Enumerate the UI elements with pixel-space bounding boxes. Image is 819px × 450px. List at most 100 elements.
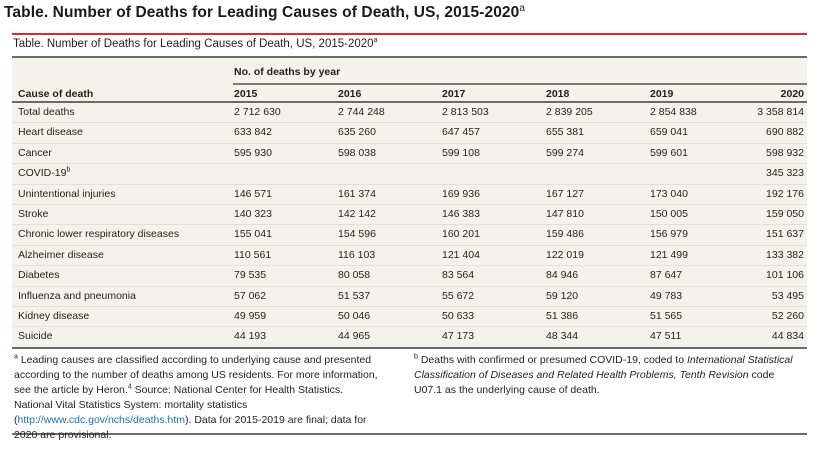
deaths-table: No. of deaths by year Cause of death 201…	[12, 56, 807, 441]
footnote-b-classification: International Statistical Classification…	[414, 353, 793, 381]
cause-label: Unintentional injuries	[18, 187, 116, 200]
cause-cell: Stroke	[18, 208, 48, 220]
deaths-cell-2019: 659 041	[650, 126, 688, 139]
table-row: Kidney disease 49 959 50 046 50 633 51 386 51…	[12, 306, 807, 328]
deaths-cell-2020: 345 323	[766, 167, 804, 180]
column-spanner: No. of deaths by year	[234, 66, 341, 78]
deaths-cell-2020: 52 260	[771, 309, 804, 322]
column-header-2019: 2019	[650, 88, 674, 100]
footnote-a: a Leading causes are classified accordin…	[14, 353, 384, 443]
footnote-b: b Deaths with confirmed or presumed COVI…	[414, 353, 804, 398]
footnote-a-reference: 4	[127, 383, 132, 391]
deaths-cell-2017: 169 936	[442, 187, 480, 200]
table-caption: Table. Number of Deaths for Leading Caus…	[13, 37, 377, 50]
deaths-cell-2018: 159 486	[546, 228, 584, 241]
deaths-cell-2016: 44 965	[338, 330, 371, 343]
deaths-cell-2017: 647 457	[442, 126, 480, 139]
cause-label: Stroke	[18, 207, 49, 220]
deaths-cell-2017: 50 633	[442, 309, 475, 322]
deaths-cell-2015: 155 041	[234, 228, 272, 241]
deaths-cell-2016: 142 142	[338, 207, 376, 220]
table-row: Alzheimer disease 110 561 116 103 121 404 12…	[12, 245, 807, 267]
column-header-2015: 2015	[234, 88, 258, 100]
column-header-2016: 2016	[338, 88, 362, 100]
cause-cell: Heart disease	[18, 126, 83, 138]
cause-label: Chronic lower respiratory diseases	[18, 228, 180, 241]
deaths-cell-2020: 192 176	[766, 187, 804, 200]
deaths-cell-2019: 599 601	[650, 146, 688, 159]
cause-label: Suicide	[18, 330, 53, 343]
deaths-cell-2020: 53 495	[771, 289, 804, 302]
footnote-a-link[interactable]: http://www.cdc.gov/nchs/deaths.htm	[17, 413, 186, 426]
deaths-cell-2018: 59 120	[546, 289, 579, 302]
footnote-a-note: ). Data for 2015-2019 are final; data fo…	[14, 413, 367, 441]
cause-label: Kidney disease	[18, 309, 90, 322]
deaths-cell-2018: 167 127	[546, 187, 584, 200]
deaths-cell-2016: 598 038	[338, 146, 376, 159]
deaths-cell-2016: 116 103	[338, 248, 376, 261]
column-header-2020: 2020	[780, 88, 804, 100]
table-row: Diabetes 79 535 80 058 83 564 84 946 87 647 10…	[12, 266, 807, 287]
table-row: Cancer 595 930 598 038 599 108 599 274 599 60…	[12, 143, 807, 165]
cause-label: Diabetes	[18, 269, 60, 282]
deaths-cell-2015: 44 193	[234, 330, 267, 343]
page-title: Table. Number of Deaths for Leading Caus…	[4, 3, 525, 22]
deaths-cell-2018: 84 946	[546, 269, 579, 282]
cause-label: Cancer	[18, 146, 52, 159]
deaths-cell-2018: 122 019	[546, 248, 584, 261]
cause-label: Alzheimer disease	[18, 248, 104, 261]
deaths-cell-2015: 633 842	[234, 126, 272, 139]
cause-cell: Unintentional injuries	[18, 188, 115, 200]
deaths-cell-2019: 156 979	[650, 228, 688, 241]
deaths-cell-2016: 154 596	[338, 228, 376, 241]
column-header-2017: 2017	[442, 88, 466, 100]
deaths-cell-2020: 101 106	[766, 269, 804, 282]
deaths-cell-2020: 133 382	[766, 248, 804, 261]
deaths-cell-2019: 51 565	[650, 309, 683, 322]
table-row: Unintentional injuries 146 571 161 374 169 …	[12, 184, 807, 205]
deaths-cell-2015: 57 062	[234, 289, 267, 302]
deaths-cell-2018: 599 274	[546, 146, 584, 159]
deaths-cell-2015: 79 535	[234, 269, 267, 282]
deaths-cell-2016: 80 058	[338, 269, 371, 282]
table-row: Chronic lower respiratory diseases 155 04…	[12, 225, 807, 246]
deaths-cell-2017: 47 173	[442, 330, 475, 343]
table-caption-text: Table. Number of Deaths for Leading Caus…	[13, 38, 374, 50]
deaths-cell-2018: 655 381	[546, 126, 584, 139]
cause-cell: Suicide	[18, 330, 52, 342]
cause-label: Heart disease	[18, 126, 83, 139]
cause-cell: Diabetes	[18, 269, 59, 281]
cause-cell: Influenza and pneumonia	[18, 290, 136, 302]
table-row: Influenza and pneumonia 57 062 51 537 55 67…	[12, 286, 807, 307]
deaths-cell-2016: 51 537	[338, 289, 371, 302]
cause-footnote-marker: b	[66, 166, 71, 174]
deaths-cell-2020: 151 637	[766, 228, 804, 241]
deaths-cell-2017: 83 564	[442, 269, 475, 282]
cause-label: Influenza and pneumonia	[18, 289, 136, 302]
deaths-cell-2019: 121 499	[650, 248, 688, 261]
table-row: Stroke 140 323 142 142 146 383 147 810 150 00…	[12, 204, 807, 226]
table-bottom-rule	[12, 346, 807, 349]
deaths-cell-2020: 159 050	[766, 207, 804, 220]
table-end-rule	[12, 432, 807, 435]
deaths-cell-2017: 146 383	[442, 207, 480, 220]
cause-cell: Cancer	[18, 147, 52, 159]
deaths-cell-2019: 87 647	[650, 269, 683, 282]
cause-cell: Chronic lower respiratory diseases	[18, 228, 179, 240]
deaths-cell-2017: 2 813 503	[442, 106, 489, 118]
cause-cell: COVID-19b	[18, 166, 71, 180]
deaths-cell-2017: 121 404	[442, 248, 480, 261]
deaths-cell-2016: 50 046	[338, 309, 371, 322]
cause-cell: Kidney disease	[18, 310, 89, 322]
table-top-rule	[12, 56, 807, 58]
footnote-b-text: Deaths with confirmed or presumed COVID-…	[420, 353, 687, 366]
footnote-a-source: Source: National Center for Health Stati…	[14, 383, 343, 426]
table-row: Heart disease 633 842 635 260 647 457 655 38…	[12, 123, 807, 144]
deaths-cell-2015: 2 712 630	[234, 106, 281, 118]
footnote-b-code: code U07.1 as the underlying cause of de…	[414, 368, 775, 396]
deaths-cell-2015: 110 561	[234, 248, 272, 261]
deaths-cell-2017: 55 672	[442, 289, 475, 302]
deaths-cell-2017: 599 108	[442, 146, 480, 159]
deaths-cell-2020: 598 932	[766, 146, 804, 159]
cause-cell: Alzheimer disease	[18, 249, 104, 261]
